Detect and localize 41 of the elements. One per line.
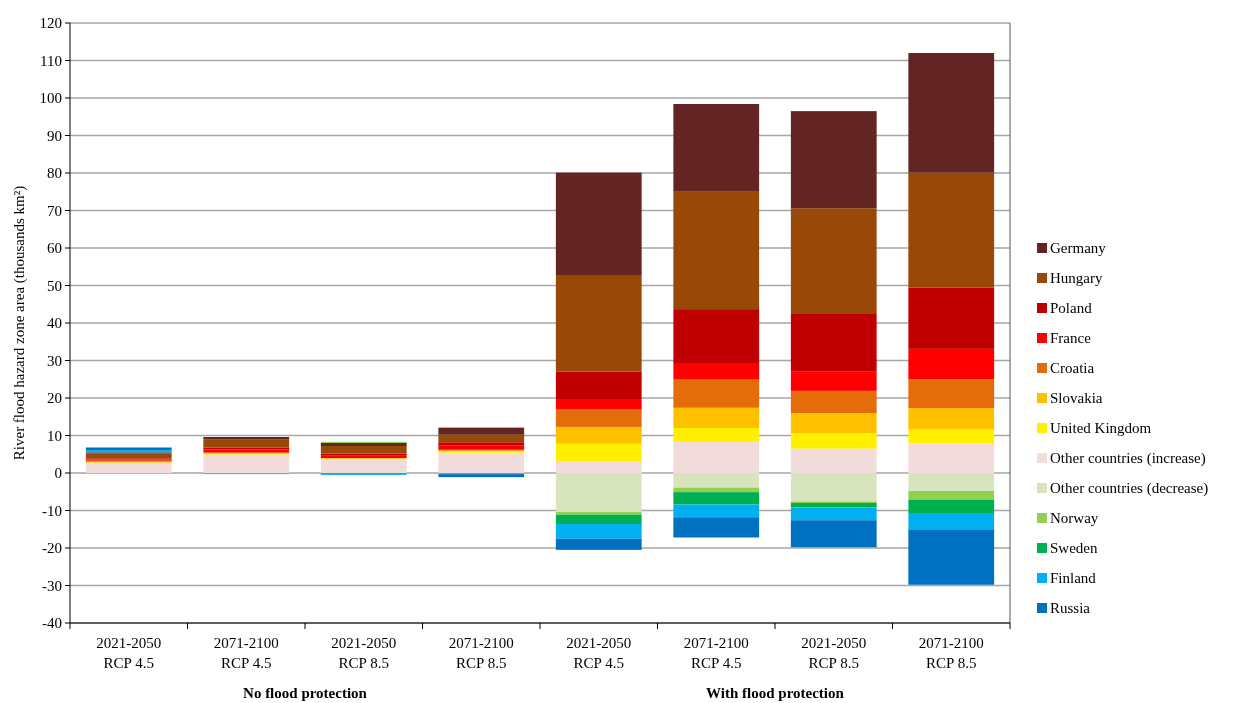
y-tick-label: 60 xyxy=(47,240,62,257)
x-tick-label: 2071-2100 RCP 8.5 xyxy=(918,635,984,671)
text: With flood protection xyxy=(706,685,845,701)
y-tick-label: 70 xyxy=(47,202,62,219)
x-tick-label: 2071-2100 RCP 8.5 xyxy=(448,635,514,671)
legend-label: Poland xyxy=(1050,300,1093,317)
legend-label: Russia xyxy=(1050,600,1091,617)
legend-label: Other countries (decrease) xyxy=(1050,480,1209,498)
legend-label: Croatia xyxy=(1050,360,1095,377)
y-tick-label: -30 xyxy=(42,577,62,594)
x-tick-label: 2071-2100 RCP 4.5 xyxy=(683,635,749,671)
y-tick-label: 120 xyxy=(39,15,62,32)
y-axis-title: River flood hazard zone area (thousands km²) xyxy=(11,185,28,461)
x-tick-label: 2021-2050 RCP 8.5 xyxy=(801,635,867,671)
legend-label: Other countries (increase) xyxy=(1050,450,1206,468)
y-tick-label: -40 xyxy=(42,615,62,632)
legend-label: Norway xyxy=(1050,510,1099,527)
y-tick-label: 0 xyxy=(54,465,62,482)
y-tick-label: -10 xyxy=(42,502,62,519)
x-tick-label: 2021-2050 RCP 8.5 xyxy=(331,635,397,671)
text: No flood protection xyxy=(243,685,368,701)
legend-label: France xyxy=(1050,330,1092,347)
y-tick-label: 40 xyxy=(47,315,62,332)
x-tick-label: 2021-2050 RCP 4.5 xyxy=(96,635,162,671)
legend-label: Hungary xyxy=(1050,270,1103,287)
legend-label: Germany xyxy=(1050,240,1107,257)
y-tick-label: -20 xyxy=(42,540,62,557)
y-tick-label: 90 xyxy=(47,127,62,144)
legend-label: Finland xyxy=(1050,570,1097,587)
y-tick-label: 110 xyxy=(40,52,62,69)
y-tick-label: 100 xyxy=(39,90,62,107)
y-tick-label: 20 xyxy=(47,390,62,407)
legend-label: United Kingdom xyxy=(1050,420,1152,437)
x-tick-label: 2021-2050 RCP 4.5 xyxy=(566,635,632,671)
y-tick-label: 30 xyxy=(47,352,62,369)
y-tick-label: 50 xyxy=(47,277,62,294)
legend-label: Slovakia xyxy=(1050,390,1103,407)
y-tick-label: 10 xyxy=(47,427,62,444)
x-tick-label: 2071-2100 RCP 4.5 xyxy=(213,635,279,671)
legend-label: Sweden xyxy=(1050,540,1098,557)
y-tick-label: 80 xyxy=(47,165,62,182)
